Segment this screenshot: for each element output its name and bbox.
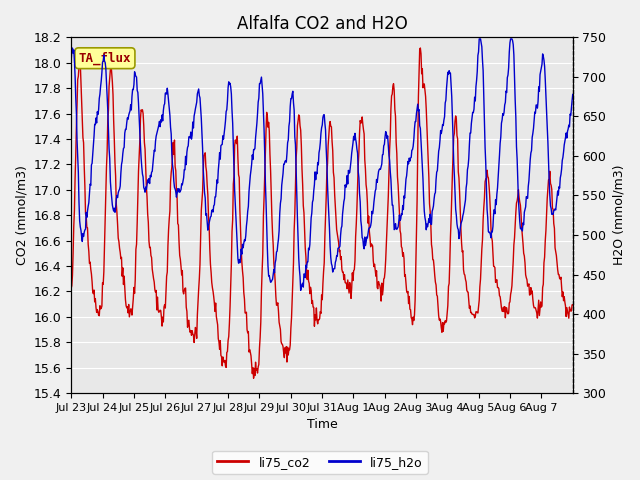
Text: TA_flux: TA_flux xyxy=(79,51,131,65)
li75_co2 xyxy=(67,286,75,291)
li75_co2 xyxy=(126,310,134,316)
li75_h2o xyxy=(569,92,577,97)
Y-axis label: H2O (mmol/m3): H2O (mmol/m3) xyxy=(612,165,625,265)
li75_h2o xyxy=(476,36,483,42)
li75_co2 xyxy=(402,280,410,286)
li75_h2o xyxy=(374,174,381,180)
Legend: li75_co2, li75_h2o: li75_co2, li75_h2o xyxy=(212,451,428,474)
li75_co2 xyxy=(417,45,424,51)
li75_h2o xyxy=(67,59,75,64)
li75_h2o xyxy=(402,176,410,182)
li75_co2 xyxy=(374,286,381,291)
li75_co2 xyxy=(218,363,226,369)
li75_co2 xyxy=(569,302,577,308)
li75_co2 xyxy=(263,109,271,115)
li75_h2o xyxy=(218,142,226,147)
li75_h2o xyxy=(262,199,270,204)
Y-axis label: CO2 (mmol/m3): CO2 (mmol/m3) xyxy=(15,165,28,265)
li75_co2 xyxy=(243,327,251,333)
li75_co2 xyxy=(250,375,257,381)
li75_h2o xyxy=(126,108,134,114)
li75_h2o xyxy=(297,288,305,293)
Line: li75_co2: li75_co2 xyxy=(71,48,573,378)
li75_h2o xyxy=(243,217,251,223)
Line: li75_h2o: li75_h2o xyxy=(71,39,573,290)
Title: Alfalfa CO2 and H2O: Alfalfa CO2 and H2O xyxy=(237,15,407,33)
X-axis label: Time: Time xyxy=(307,419,337,432)
